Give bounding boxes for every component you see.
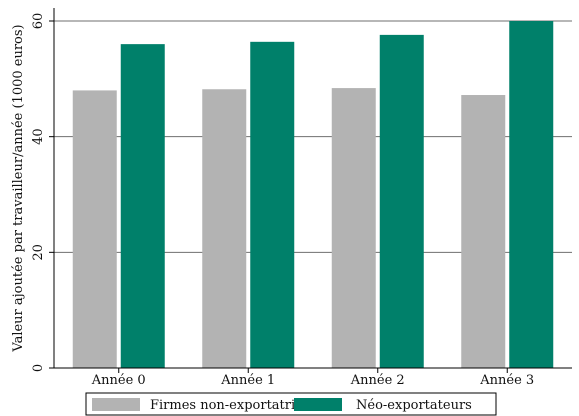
bar-new-exporters <box>120 44 165 369</box>
y-tick-label: 20 <box>31 244 46 261</box>
bars <box>72 21 554 369</box>
bar-new-exporters <box>509 21 554 368</box>
legend-swatch <box>294 398 342 411</box>
y-axis-ticks: 0 20 40 60 <box>31 13 54 372</box>
x-tick-label: Année 3 <box>479 373 534 388</box>
x-tick-label: Année 1 <box>220 373 275 388</box>
y-axis-title: Valeur ajoutée par travailleur/année (10… <box>11 24 26 352</box>
bar-new-exporters <box>379 34 424 368</box>
bar-non-exporters <box>72 90 117 369</box>
bar-non-exporters <box>202 89 247 368</box>
legend-label: Néo-exportateurs <box>356 398 472 413</box>
y-tick-label: 0 <box>31 364 46 372</box>
bar-non-exporters <box>331 88 376 368</box>
x-axis-ticks: Année 0 Année 1 Année 2 Année 3 <box>91 368 534 388</box>
x-tick-label: Année 0 <box>91 373 146 388</box>
legend-label: Firmes non-exportatrices <box>150 398 317 413</box>
legend: Firmes non-exportatrices Néo-exportateurs <box>85 392 497 416</box>
y-tick-label: 60 <box>31 13 46 30</box>
legend-swatch <box>92 398 140 411</box>
legend-box <box>85 392 497 416</box>
y-tick-label: 40 <box>31 128 46 145</box>
x-tick-label: Année 2 <box>350 373 405 388</box>
bar-non-exporters <box>461 95 506 368</box>
bar-new-exporters <box>250 41 295 368</box>
